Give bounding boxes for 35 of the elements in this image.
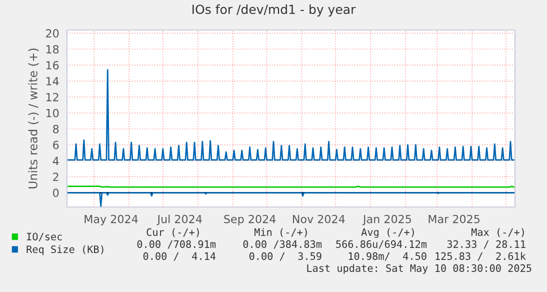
y-tick-label: 4 <box>52 156 59 165</box>
x-tick-label: Sep 2024 <box>224 214 276 226</box>
text: 32.33 / 28.11 <box>447 240 526 249</box>
text: 125.83 / 2.61k <box>436 252 526 261</box>
x-tick-label: Jul 2024 <box>156 214 202 226</box>
text: 566.86u/694.12m <box>336 240 427 249</box>
y-tick-label: 0 <box>53 188 59 198</box>
text: 0.00 /708.91m <box>137 240 216 249</box>
text: 0.00 / 3.59 <box>249 252 322 261</box>
text: 0.00 /384.83m <box>243 240 322 249</box>
text: 0.00 / 4.14 <box>143 252 216 261</box>
chart-title: IOs for /dev/md1 - by year <box>192 4 356 16</box>
y-tick-label: 16 <box>46 61 59 70</box>
legend-label: IO/sec <box>27 232 62 242</box>
text: Min (-/+) <box>254 228 307 238</box>
y-tick-label: 6 <box>53 140 59 150</box>
y-tick-label: 2 <box>53 172 58 181</box>
y-tick-label: 10 <box>46 108 59 118</box>
text: Last update: Sat May 10 08:30:00 2025 <box>307 264 532 274</box>
y-tick-label: 8 <box>53 124 59 134</box>
text: Max (-/+) <box>471 228 524 238</box>
text: 10.98m/ 4.50 <box>348 252 426 261</box>
y-tick-label: 14 <box>46 77 59 86</box>
y-tick-label: 18 <box>46 45 59 54</box>
text: Avg (-/+) <box>361 228 414 238</box>
x-tick-label: Jan 2025 <box>362 214 411 226</box>
y-axis-title: Units read (-) / write (+) <box>28 48 39 188</box>
text: Cur (-/+) <box>146 228 199 238</box>
x-tick-label: Mar 2025 <box>428 214 480 224</box>
y-tick-label: 20 <box>46 29 59 38</box>
legend-label: Req Size (KB) <box>26 245 104 256</box>
line-series <box>67 69 515 161</box>
y-tick-label: 12 <box>46 92 58 102</box>
x-tick-label: Nov 2024 <box>292 214 345 224</box>
x-tick-label: May 2024 <box>84 214 138 226</box>
